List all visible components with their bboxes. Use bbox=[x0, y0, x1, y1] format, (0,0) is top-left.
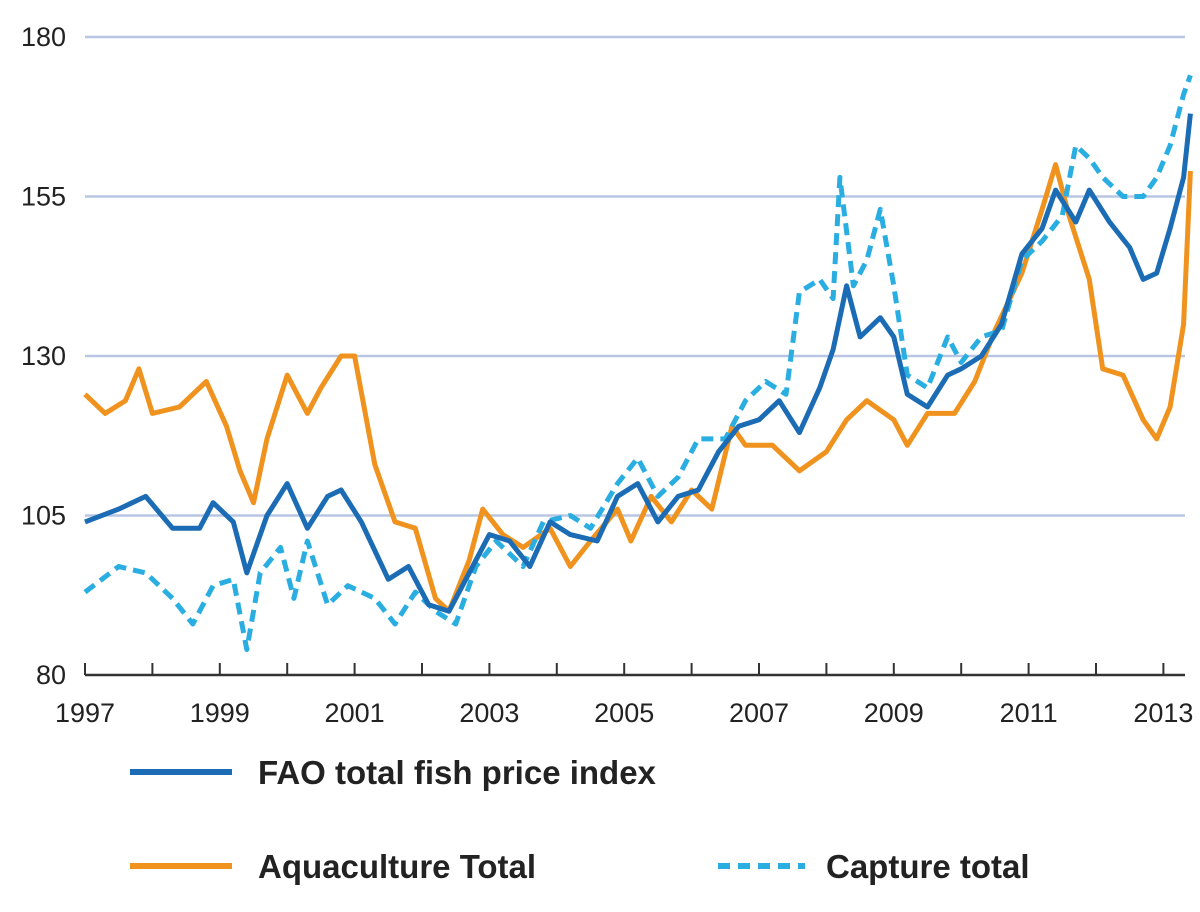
x-axis: 1997 1999 2001 2003 2005 2007 2009 2011 2013 bbox=[55, 663, 1193, 728]
series-lines bbox=[83, 74, 1193, 652]
series-line-fao-total-fish-price-index bbox=[84, 113, 1193, 614]
y-tick-label: 130 bbox=[21, 341, 66, 371]
x-tick-label: 1999 bbox=[190, 698, 250, 728]
y-axis-ticks: 80 105 130 155 180 bbox=[21, 22, 66, 690]
legend: FAO total fish price index Aquaculture T… bbox=[130, 754, 1030, 885]
x-tick-label: 2009 bbox=[864, 698, 924, 728]
series-line-aquaculture-total bbox=[83, 162, 1193, 614]
y-tick-label: 155 bbox=[21, 182, 66, 212]
gridlines bbox=[85, 35, 1185, 517]
y-tick-label: 180 bbox=[21, 22, 66, 52]
x-tick-label: 2001 bbox=[325, 698, 385, 728]
x-tick-label: 2003 bbox=[459, 698, 519, 728]
y-tick-label: 80 bbox=[36, 660, 66, 690]
legend-label-aquaculture: Aquaculture Total bbox=[258, 848, 536, 885]
series-line-capture-total bbox=[83, 74, 1193, 652]
x-tick-label: 2005 bbox=[594, 698, 654, 728]
x-tick-label: 1997 bbox=[55, 698, 115, 728]
x-tick-label: 2013 bbox=[1133, 698, 1193, 728]
legend-label-capture: Capture total bbox=[826, 848, 1030, 885]
y-tick-label: 105 bbox=[21, 501, 66, 531]
x-tick-label: 2011 bbox=[1000, 698, 1058, 728]
legend-label-fao: FAO total fish price index bbox=[258, 754, 657, 791]
x-tick-label: 2007 bbox=[729, 698, 789, 728]
